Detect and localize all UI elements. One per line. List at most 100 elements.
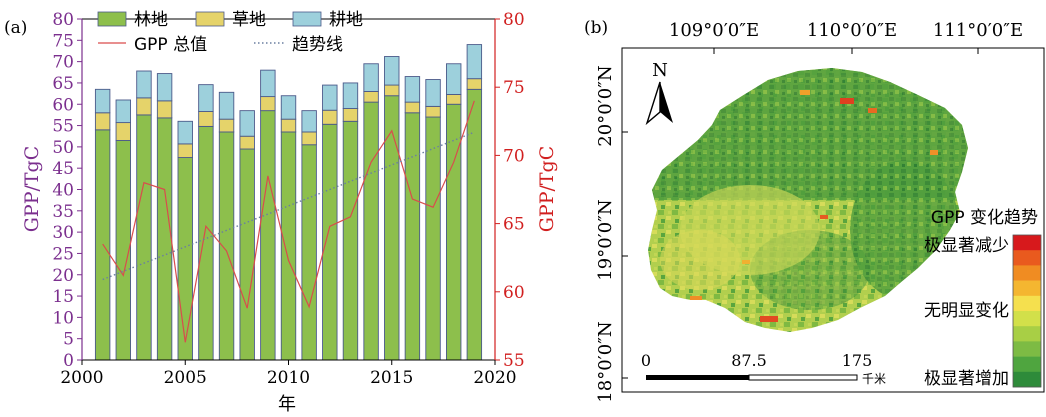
bar-2009-s0 — [260, 110, 276, 361]
x-tick-label-2010: 2010 — [267, 368, 310, 388]
bar-2018-s1 — [446, 93, 462, 105]
scale-label-mid: 87.5 — [731, 351, 767, 370]
lon-label-111: 111°0′0″E — [933, 20, 1023, 41]
y2-tick-label-55: 55 — [503, 351, 525, 371]
x-axis: 2000 2005 2010 2015 2020 — [60, 360, 517, 388]
y-tick-label-10: 10 — [52, 308, 74, 328]
lat-label-18: 18°0′0″N — [595, 321, 616, 402]
bar-2010-s1 — [280, 118, 297, 133]
y-tick-label-15: 15 — [52, 287, 74, 307]
y-tick-label-30: 30 — [52, 223, 74, 243]
bar-2001-s2 — [94, 88, 111, 114]
bar-2015-s0 — [384, 95, 400, 361]
y-tick-label-80: 80 — [52, 10, 74, 30]
legend-label-trend: 趋势线 — [292, 35, 343, 55]
bar-2002-s1 — [115, 122, 132, 141]
bar-2016-s1 — [404, 101, 421, 114]
legend-color-ramp — [1012, 234, 1042, 388]
bar-2010-s0 — [280, 131, 297, 361]
y2-tick-label-60: 60 — [503, 283, 525, 303]
bar-2017-s2 — [425, 79, 441, 107]
north-arrow-icon: N — [645, 60, 673, 126]
legend-ramp-step-1 — [1013, 250, 1041, 266]
chart-legend: 林地 草地 耕地 GPP 总值 趋势线 — [97, 10, 363, 55]
y2-tick-label-65: 65 — [503, 215, 525, 235]
bar-2013-s1 — [342, 108, 359, 122]
y2-tick-label-75: 75 — [503, 78, 525, 98]
legend-label-crop: 耕地 — [329, 10, 363, 30]
bar-2014-s2 — [363, 63, 379, 92]
bar-2015-s1 — [384, 84, 400, 97]
bar-2013-s0 — [342, 120, 359, 361]
legend-ramp-step-0 — [1013, 235, 1041, 251]
right-axis: 55 60 65 70 75 80 — [495, 10, 525, 371]
y-tick-label-65: 65 — [52, 74, 74, 94]
scale-bar: 0 87.5 175 千米 — [641, 351, 886, 386]
bar-2019-s0 — [466, 88, 483, 361]
bar-2009-s2 — [260, 69, 276, 98]
y-axis-label: GPP/TgC — [21, 146, 43, 233]
legend-ramp-step-8 — [1013, 356, 1041, 373]
bar-2007-s1 — [218, 118, 235, 133]
bar-2003-s0 — [136, 114, 152, 361]
y-tick-label-0: 0 — [63, 351, 74, 371]
y-tick-label-35: 35 — [52, 202, 74, 222]
lon-label-109: 109°0′0″E — [669, 20, 759, 41]
y2-tick-label-70: 70 — [503, 146, 525, 166]
legend-swatch-forest — [97, 11, 127, 27]
y-tick-label-70: 70 — [52, 53, 74, 73]
bar-2003-s1 — [136, 97, 152, 116]
bar-2019-s1 — [466, 78, 483, 90]
bar-2005-s0 — [177, 157, 193, 361]
bar-2010-s2 — [280, 95, 297, 120]
legend-label-gpp: GPP 总值 — [134, 35, 207, 55]
trend-line — [102, 131, 475, 281]
legend-ramp-step-5 — [1013, 311, 1041, 327]
panel-b-label: (b) — [584, 18, 608, 38]
y-tick-label-20: 20 — [52, 266, 74, 286]
bar-2019-s2 — [466, 44, 483, 80]
bar-2011-s1 — [301, 131, 317, 146]
legend-ramp-step-2 — [1013, 265, 1041, 281]
bar-2007-s2 — [218, 91, 235, 120]
bar-2014-s0 — [363, 101, 379, 361]
bar-2012-s1 — [322, 109, 338, 125]
y-tick-label-45: 45 — [52, 159, 74, 179]
scale-unit: 千米 — [862, 372, 886, 386]
bar-2008-s1 — [239, 135, 255, 150]
chart-lines — [102, 100, 475, 343]
bar-2016-s0 — [404, 112, 421, 361]
map-legend-bottom: 极显著增加 — [924, 369, 1009, 389]
y-tick-label-50: 50 — [52, 138, 74, 158]
map-legend-title: GPP 变化趋势 — [931, 208, 1038, 228]
bar-2004-s0 — [156, 117, 173, 361]
gpp-total-line — [102, 100, 475, 343]
y2-axis-label: GPP/TgC — [536, 146, 558, 233]
bar-2018-s2 — [446, 63, 462, 95]
lat-label-19: 19°0′0″N — [595, 199, 616, 280]
legend-label-grass: 草地 — [232, 10, 266, 30]
map-panel: (b) 109°0′0″E 110°0′0″E — [584, 18, 1045, 403]
bar-2011-s2 — [301, 110, 317, 133]
x-tick-label-2005: 2005 — [164, 368, 207, 388]
legend-ramp-step-6 — [1013, 326, 1041, 342]
bar-2009-s1 — [260, 96, 276, 112]
legend-ramp-border — [1012, 234, 1042, 388]
x-tick-label-2015: 2015 — [370, 368, 413, 388]
scale-label-0: 0 — [641, 351, 651, 370]
bar-2013-s2 — [342, 82, 359, 109]
bar-2011-s0 — [301, 144, 317, 361]
x-tick-label-2000: 2000 — [60, 368, 103, 388]
bar-2015-s2 — [384, 56, 400, 86]
bar-2016-s2 — [404, 76, 421, 103]
bar-2014-s1 — [363, 91, 379, 103]
bar-2017-s0 — [425, 116, 441, 361]
lon-label-110: 110°0′0″E — [807, 20, 897, 41]
bar-2017-s1 — [425, 105, 441, 118]
bar-2004-s2 — [156, 73, 173, 102]
bar-2006-s0 — [198, 125, 214, 361]
bar-2003-s2 — [136, 70, 152, 99]
legend-ramp-step-4 — [1013, 295, 1041, 312]
map-legend-top: 极显著减少 — [924, 236, 1009, 256]
